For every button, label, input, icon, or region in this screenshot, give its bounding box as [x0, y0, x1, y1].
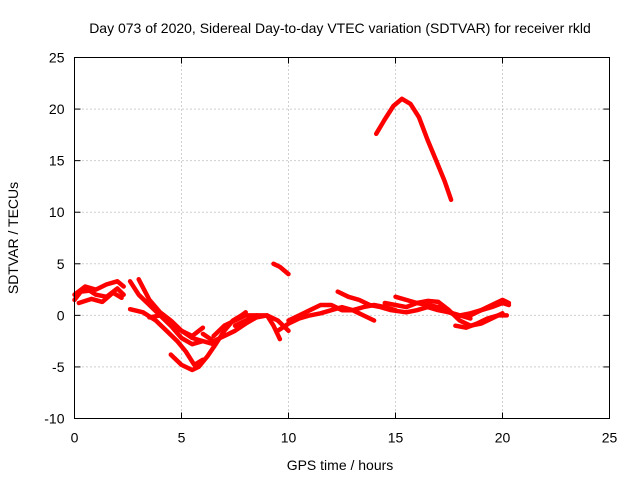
tick-labels: 0 5 10 15 20 25 -10 -5 0 5 10 15 20 25	[44, 50, 617, 446]
x-tick-label: 0	[71, 430, 79, 446]
trace-arc-10	[211, 313, 259, 339]
trace-arc-18	[453, 313, 510, 330]
y-tick-label: 5	[57, 256, 65, 272]
trace-arc-5	[127, 306, 206, 368]
trace-arc-2	[72, 279, 126, 297]
y-tick-label: 20	[49, 101, 65, 117]
x-tick-label: 10	[281, 430, 297, 446]
y-tick-label: -10	[44, 411, 64, 427]
y-tick-label: -5	[52, 359, 65, 375]
trace-arc-11	[232, 313, 283, 342]
x-tick-label: 20	[495, 430, 511, 446]
y-tick-label: 25	[49, 50, 65, 66]
data-traces	[72, 96, 512, 373]
x-tick-label: 15	[388, 430, 404, 446]
trace-arc-3	[76, 290, 124, 306]
y-tick-label: 0	[57, 307, 65, 323]
y-tick-label: 15	[49, 153, 65, 169]
y-axis-label: SDTVAR / TECUs	[5, 182, 21, 294]
trace-arc-19	[468, 297, 512, 318]
trace-arc-20	[373, 96, 454, 203]
chart-title: Day 073 of 2020, Sidereal Day-to-day VTE…	[89, 20, 591, 36]
plot-frame	[74, 57, 610, 419]
grid	[74, 57, 610, 419]
trace-arc-7	[147, 313, 206, 339]
axis-ticks	[74, 57, 610, 419]
x-tick-label: 25	[602, 430, 618, 446]
trace-arc-13	[275, 304, 377, 334]
trace-arc-9	[200, 313, 291, 344]
y-tick-label: 10	[49, 204, 65, 220]
x-tick-label: 5	[178, 430, 186, 446]
trace-arc-12	[271, 261, 291, 277]
x-axis-label: GPS time / hours	[287, 457, 394, 473]
